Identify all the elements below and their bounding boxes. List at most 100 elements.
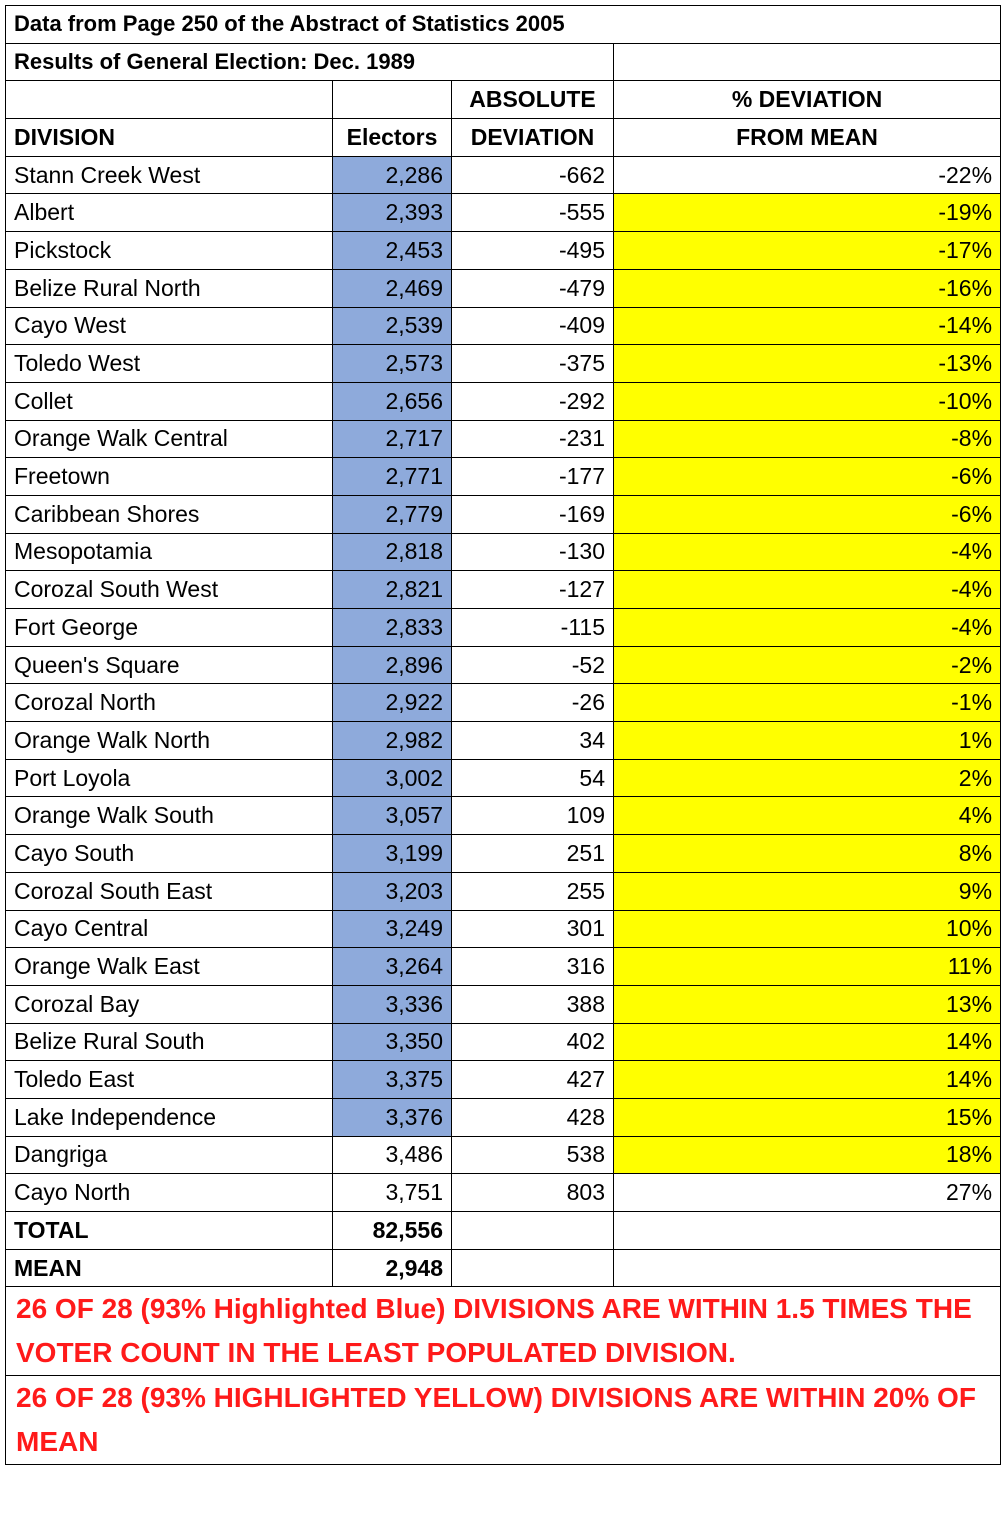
abs-deviation-header-line2[interactable]: DEVIATION	[451, 118, 614, 157]
electors-cell[interactable]: 2,469	[332, 268, 452, 308]
pct-deviation-cell[interactable]: -1%	[612, 683, 1002, 723]
division-cell[interactable]: Stann Creek West	[5, 155, 333, 195]
note-blue-highlight[interactable]: 26 OF 28 (93% Highlighted Blue) DIVISION…	[4, 1286, 1002, 1377]
division-cell[interactable]: Cayo West	[5, 306, 333, 346]
pct-deviation-cell[interactable]: -6%	[612, 457, 1002, 496]
electors-cell[interactable]: 2,922	[332, 683, 452, 723]
electors-cell[interactable]: 2,453	[332, 231, 452, 270]
empty-cell[interactable]	[612, 42, 1002, 82]
division-cell[interactable]: Dangriga	[5, 1135, 333, 1175]
note-yellow-highlight[interactable]: 26 OF 28 (93% HIGHLIGHTED YELLOW) DIVISI…	[4, 1375, 1002, 1466]
division-cell[interactable]: Orange Walk North	[5, 721, 333, 760]
abs-deviation-cell[interactable]: -169	[451, 494, 614, 534]
pct-deviation-cell[interactable]: 1%	[612, 721, 1002, 760]
division-cell[interactable]: Mesopotamia	[5, 532, 333, 572]
abs-deviation-cell[interactable]: 301	[451, 909, 614, 949]
electors-cell[interactable]: 2,717	[332, 419, 452, 459]
division-cell[interactable]: Orange Walk Central	[5, 419, 333, 459]
abs-deviation-cell[interactable]: -375	[451, 344, 614, 383]
empty-cell[interactable]	[5, 80, 333, 120]
electors-cell[interactable]: 3,350	[332, 1022, 452, 1062]
pct-deviation-cell[interactable]: -4%	[612, 570, 1002, 609]
abs-deviation-cell[interactable]: -115	[451, 608, 614, 647]
division-cell[interactable]: Corozal South West	[5, 570, 333, 609]
division-cell[interactable]: Orange Walk South	[5, 796, 333, 836]
electors-cell[interactable]: 2,833	[332, 608, 452, 647]
abs-deviation-cell[interactable]: 402	[451, 1022, 614, 1062]
abs-deviation-cell[interactable]: -479	[451, 268, 614, 308]
pct-deviation-cell[interactable]: 9%	[612, 871, 1002, 911]
electors-cell[interactable]: 3,376	[332, 1097, 452, 1137]
table-subtitle[interactable]: Results of General Election: Dec. 1989	[5, 42, 614, 82]
electors-cell[interactable]: 2,818	[332, 532, 452, 572]
electors-cell[interactable]: 3,336	[332, 984, 452, 1024]
division-cell[interactable]: Port Loyola	[5, 758, 333, 798]
empty-cell[interactable]	[332, 80, 452, 120]
electors-cell[interactable]: 2,896	[332, 645, 452, 685]
abs-deviation-cell[interactable]: -231	[451, 419, 614, 459]
pct-deviation-cell[interactable]: -2%	[612, 645, 1002, 685]
electors-cell[interactable]: 2,393	[332, 193, 452, 233]
abs-deviation-cell[interactable]: -662	[451, 155, 614, 195]
division-cell[interactable]: Toledo West	[5, 344, 333, 383]
empty-cell[interactable]	[451, 1248, 614, 1288]
mean-value[interactable]: 2,948	[332, 1248, 452, 1288]
empty-cell[interactable]	[612, 1211, 1002, 1250]
pct-deviation-cell[interactable]: 13%	[612, 984, 1002, 1024]
pct-deviation-cell[interactable]: -16%	[612, 268, 1002, 308]
pct-deviation-cell[interactable]: -4%	[612, 608, 1002, 647]
electors-cell[interactable]: 3,203	[332, 871, 452, 911]
division-cell[interactable]: Corozal North	[5, 683, 333, 723]
empty-cell[interactable]	[612, 1248, 1002, 1288]
electors-cell[interactable]: 3,486	[332, 1135, 452, 1175]
abs-deviation-cell[interactable]: -127	[451, 570, 614, 609]
pct-deviation-cell[interactable]: -10%	[612, 381, 1002, 421]
pct-deviation-cell[interactable]: 11%	[612, 947, 1002, 986]
abs-deviation-cell[interactable]: 316	[451, 947, 614, 986]
pct-deviation-header-line2[interactable]: FROM MEAN	[612, 118, 1002, 157]
abs-deviation-cell[interactable]: 54	[451, 758, 614, 798]
abs-deviation-header-line1[interactable]: ABSOLUTE	[451, 80, 614, 120]
electors-cell[interactable]: 2,539	[332, 306, 452, 346]
abs-deviation-cell[interactable]: 428	[451, 1097, 614, 1137]
pct-deviation-cell[interactable]: 14%	[612, 1060, 1002, 1099]
abs-deviation-cell[interactable]: -495	[451, 231, 614, 270]
division-cell[interactable]: Caribbean Shores	[5, 494, 333, 534]
mean-label[interactable]: MEAN	[5, 1248, 333, 1288]
division-cell[interactable]: Orange Walk East	[5, 947, 333, 986]
total-value[interactable]: 82,556	[332, 1211, 452, 1250]
division-cell[interactable]: Corozal Bay	[5, 984, 333, 1024]
abs-deviation-cell[interactable]: 109	[451, 796, 614, 836]
division-cell[interactable]: Cayo North	[5, 1173, 333, 1212]
division-cell[interactable]: Queen's Square	[5, 645, 333, 685]
division-cell[interactable]: Pickstock	[5, 231, 333, 270]
total-label[interactable]: TOTAL	[5, 1211, 333, 1250]
pct-deviation-cell[interactable]: 8%	[612, 834, 1002, 873]
electors-cell[interactable]: 3,375	[332, 1060, 452, 1099]
electors-cell[interactable]: 2,779	[332, 494, 452, 534]
electors-cell[interactable]: 3,751	[332, 1173, 452, 1212]
electors-cell[interactable]: 2,821	[332, 570, 452, 609]
electors-cell[interactable]: 2,573	[332, 344, 452, 383]
division-cell[interactable]: Cayo Central	[5, 909, 333, 949]
division-cell[interactable]: Collet	[5, 381, 333, 421]
pct-deviation-cell[interactable]: -17%	[612, 231, 1002, 270]
pct-deviation-cell[interactable]: -8%	[612, 419, 1002, 459]
abs-deviation-cell[interactable]: 538	[451, 1135, 614, 1175]
electors-cell[interactable]: 2,771	[332, 457, 452, 496]
pct-deviation-cell[interactable]: 27%	[612, 1173, 1002, 1212]
pct-deviation-cell[interactable]: -13%	[612, 344, 1002, 383]
pct-deviation-cell[interactable]: -22%	[612, 155, 1002, 195]
division-cell[interactable]: Belize Rural South	[5, 1022, 333, 1062]
abs-deviation-cell[interactable]: -292	[451, 381, 614, 421]
electors-cell[interactable]: 3,199	[332, 834, 452, 873]
electors-cell[interactable]: 3,264	[332, 947, 452, 986]
pct-deviation-cell[interactable]: 4%	[612, 796, 1002, 836]
electors-header[interactable]: Electors	[332, 118, 452, 157]
abs-deviation-cell[interactable]: -130	[451, 532, 614, 572]
pct-deviation-cell[interactable]: -14%	[612, 306, 1002, 346]
abs-deviation-cell[interactable]: 255	[451, 871, 614, 911]
abs-deviation-cell[interactable]: 251	[451, 834, 614, 873]
electors-cell[interactable]: 2,286	[332, 155, 452, 195]
division-cell[interactable]: Cayo South	[5, 834, 333, 873]
